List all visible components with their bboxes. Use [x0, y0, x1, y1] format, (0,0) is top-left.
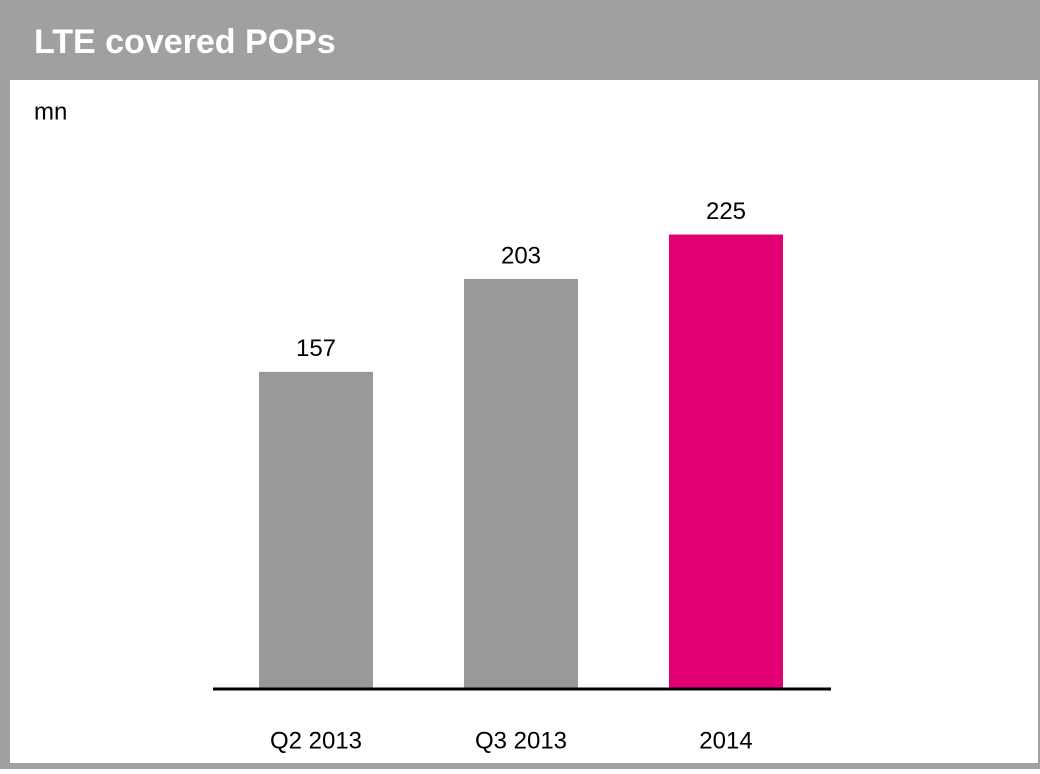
value-label: 225: [706, 198, 746, 225]
value-label: 157: [296, 335, 336, 362]
unit-label: mn: [34, 98, 67, 125]
x-tick-label: 2014: [699, 727, 752, 754]
bar: [464, 278, 578, 689]
chart-title: LTE covered POPs: [34, 23, 336, 61]
bar: [259, 371, 373, 689]
x-tick-label: Q2 2013: [270, 727, 362, 754]
x-tick-label: Q3 2013: [475, 727, 567, 754]
bar: [669, 234, 783, 689]
value-label: 203: [501, 242, 541, 269]
